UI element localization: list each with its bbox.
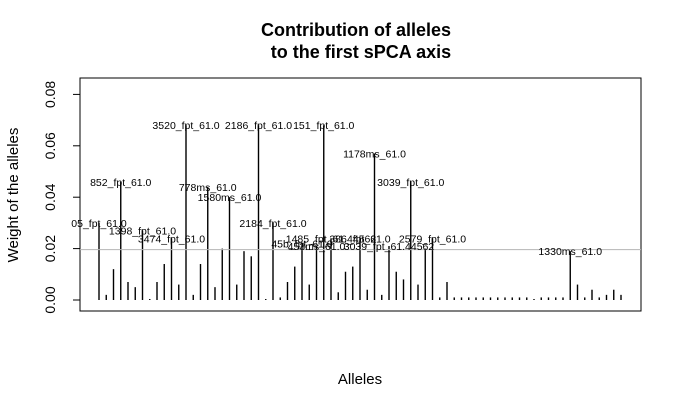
bar-label: 3039_fpt_61.44562 [344, 241, 435, 253]
y-tick-label: 0.04 [42, 183, 58, 210]
y-tick-label: 0.00 [42, 286, 58, 313]
y-axis-title: Weight of the alleles [5, 128, 22, 263]
bar-label: 45b_fpt_61.0 [271, 238, 332, 250]
chart-title-line-1: Contribution of alleles [261, 20, 451, 40]
bar-label: 778ms_61.0 [179, 182, 237, 194]
y-tick-label: 0.02 [42, 235, 58, 262]
bar-label: 1580ms_61.0 [198, 192, 262, 204]
bar-label: 1485_fpt_61.44562 [286, 233, 377, 245]
bar-label: 1330ms_61.0 [538, 246, 602, 258]
bar-label: 1398_fpt_61.0 [109, 226, 176, 238]
bar-label: 3039_fpt_61.0 [377, 177, 444, 189]
bar-label: 3474_fpt_61.0 [138, 233, 205, 245]
bar-label: 386_fpt_61.0 [329, 233, 390, 245]
bar-label: 453ms_61.0 [288, 241, 346, 253]
chart-title-line-2: to the first sPCA axis [271, 42, 451, 62]
bar-series [98, 125, 622, 300]
bar-label: 3520_fpt_61.0 [152, 120, 219, 132]
y-tick-label: 0.06 [42, 132, 58, 159]
bar-labels: 05_fpt_61.0 852_fpt_61.0 1398_fpt_61.03474… [71, 120, 602, 258]
x-axis-title: Alleles [338, 371, 382, 388]
y-axis: 0.00 0.02 0.04 0.06 0.08 [42, 81, 81, 314]
bar-label: 1178ms_61.0 [343, 149, 406, 161]
bar-label: 852_fpt_61.0 [90, 177, 151, 189]
bar-label: 151_fpt_61.0 [293, 120, 354, 132]
bar-label: 2184_fpt_61.0 [239, 218, 306, 230]
y-tick-label: 0.08 [42, 81, 58, 108]
bar-label: 2186_fpt_61.0 [225, 120, 292, 132]
bar-label: 2579_fpt_61.0 [399, 233, 466, 245]
bar-label: 05_fpt_61.0 [71, 218, 127, 230]
